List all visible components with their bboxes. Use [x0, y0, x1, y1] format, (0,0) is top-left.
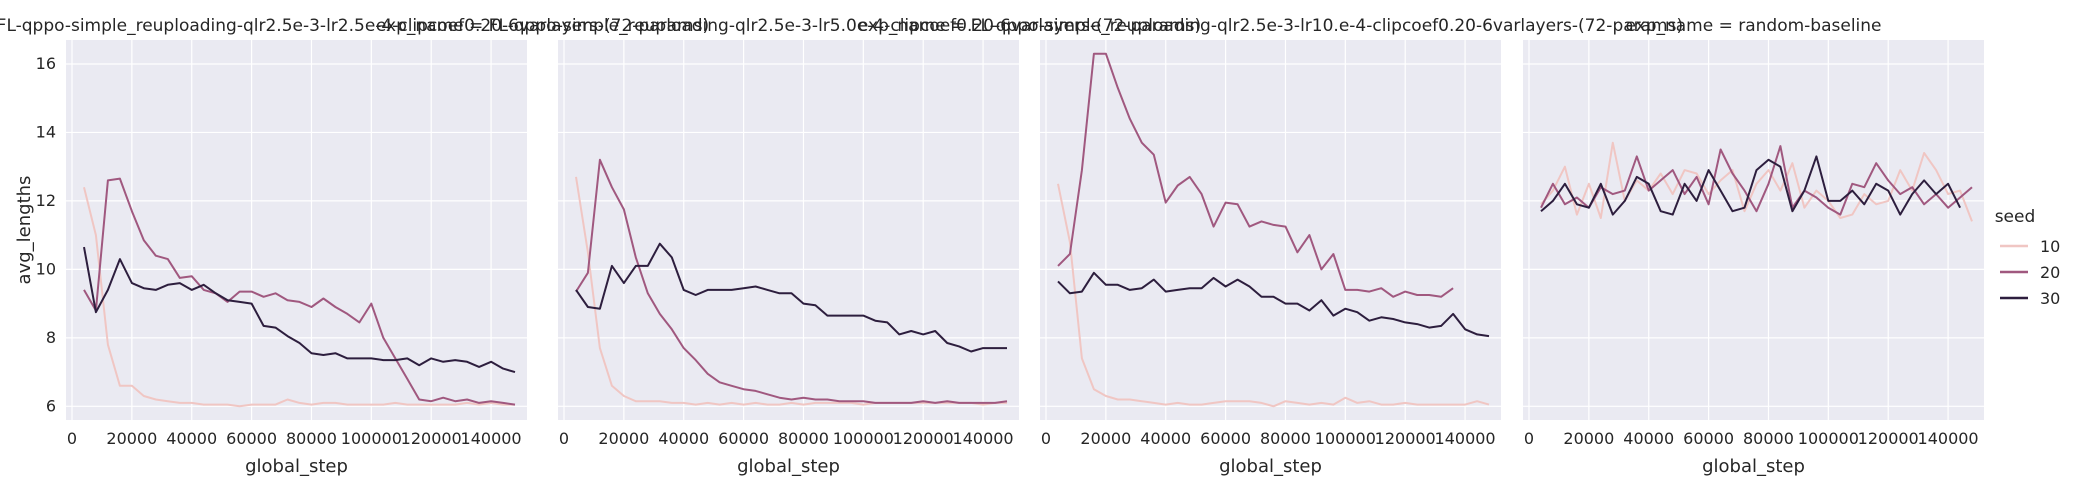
y-axis-label: avg_lengths: [14, 176, 35, 285]
x-axis-label: global_step: [1219, 456, 1322, 477]
x-tick-label: 100000: [833, 429, 894, 448]
x-tick-label: 140000: [1918, 429, 1979, 448]
x-tick-label: 20000: [1563, 429, 1614, 448]
x-axis-label: global_step: [1702, 456, 1805, 477]
legend-label-seed-20: 20: [2040, 263, 2060, 282]
series-line-seed-30: [83, 246, 516, 374]
x-tick-label: 40000: [166, 429, 217, 448]
x-tick-label: 20000: [1080, 429, 1131, 448]
series-line-seed-20: [83, 177, 516, 406]
legend-title: seed: [1995, 207, 2036, 227]
x-tick-label: 60000: [1683, 429, 1734, 448]
x-tick-label: 140000: [1435, 429, 1496, 448]
x-tick-label: 0: [1524, 429, 1534, 448]
x-tick-label: 80000: [1260, 429, 1311, 448]
plot-area: [1040, 40, 1501, 420]
legend-label-seed-30: 30: [2040, 289, 2060, 308]
plot-area: [558, 40, 1019, 420]
x-tick-label: 80000: [286, 429, 337, 448]
plot-area: [1523, 40, 1984, 420]
x-tick-label: 120000: [1858, 429, 1919, 448]
series-line-seed-20: [1057, 52, 1454, 298]
series-line-seed-30: [575, 242, 1007, 353]
series-line-seed-20: [1540, 145, 1973, 216]
x-tick-label: 100000: [1798, 429, 1859, 448]
x-tick-label: 60000: [718, 429, 769, 448]
x-tick-label: 60000: [226, 429, 277, 448]
series-line-seed-10: [83, 186, 515, 408]
x-tick-label: 140000: [953, 429, 1014, 448]
series-line-seed-20: [575, 158, 1008, 404]
y-tick-label: 6: [46, 396, 56, 415]
x-tick-label: 0: [67, 429, 77, 448]
x-tick-label: 100000: [1315, 429, 1376, 448]
x-tick-label: 40000: [1140, 429, 1191, 448]
panel-title: exp_name = FL-qppo-simple_reuploading-ql…: [858, 16, 1683, 36]
x-tick-label: 140000: [461, 429, 522, 448]
series-line-seed-10: [1540, 141, 1973, 222]
x-tick-label: 0: [559, 429, 569, 448]
panel-title: exp_name = FL-qppo-simple_reuploading-ql…: [0, 16, 709, 36]
panel-2: 0 20000 40000 60000 80000 100000120000140000g…: [376, 16, 1201, 477]
x-tick-label: 20000: [106, 429, 157, 448]
x-tick-label: 20000: [598, 429, 649, 448]
x-tick-label: 80000: [778, 429, 829, 448]
y-tick-label: 10: [36, 259, 56, 278]
x-tick-label: 120000: [401, 429, 462, 448]
y-tick-label: 16: [36, 54, 56, 73]
series-line-seed-30: [1057, 271, 1490, 338]
panel-title: exp_name = FL-qppo-simple_reuploading-ql…: [376, 16, 1201, 36]
x-tick-label: 120000: [893, 429, 954, 448]
x-tick-label: 80000: [1743, 429, 1794, 448]
y-tick-label: 12: [36, 191, 56, 210]
x-tick-label: 40000: [1623, 429, 1674, 448]
x-tick-label: 60000: [1200, 429, 1251, 448]
x-tick-label: 100000: [341, 429, 402, 448]
x-tick-label: 0: [1041, 429, 1051, 448]
plot-area: [66, 40, 527, 420]
x-axis-label: global_step: [737, 456, 840, 477]
x-axis-label: global_step: [245, 456, 348, 477]
y-tick-label: 8: [46, 328, 56, 347]
panel-3: 0 20000 40000 60000 80000 100000120000140000g…: [858, 16, 1683, 477]
y-tick-label: 14: [36, 122, 56, 141]
legend-label-seed-10: 10: [2040, 237, 2060, 256]
series-line-seed-10: [1057, 183, 1490, 408]
x-tick-label: 40000: [658, 429, 709, 448]
panel-title: exp_name = random-baseline: [1625, 16, 1881, 36]
series-line-seed-30: [1540, 155, 1961, 216]
x-tick-label: 120000: [1375, 429, 1436, 448]
